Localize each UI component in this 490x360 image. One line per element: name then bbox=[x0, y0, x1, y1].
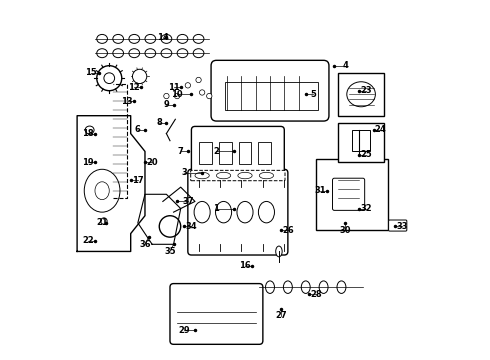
Text: 25: 25 bbox=[361, 150, 372, 159]
Ellipse shape bbox=[259, 172, 273, 179]
Bar bbox=[199, 143, 212, 164]
Ellipse shape bbox=[217, 172, 231, 179]
Bar bbox=[225, 82, 318, 111]
Ellipse shape bbox=[95, 182, 109, 200]
Ellipse shape bbox=[193, 49, 204, 58]
Text: 36: 36 bbox=[139, 240, 151, 249]
Text: 4: 4 bbox=[342, 61, 348, 70]
Text: 33: 33 bbox=[396, 222, 408, 231]
Bar bbox=[338, 73, 384, 116]
Ellipse shape bbox=[199, 90, 205, 95]
Text: 17: 17 bbox=[132, 176, 144, 185]
Text: 29: 29 bbox=[178, 325, 190, 334]
Text: 20: 20 bbox=[147, 158, 158, 167]
Ellipse shape bbox=[195, 172, 209, 179]
Ellipse shape bbox=[216, 202, 232, 223]
Text: 10: 10 bbox=[172, 90, 183, 99]
Ellipse shape bbox=[159, 216, 181, 237]
Ellipse shape bbox=[104, 73, 115, 84]
Text: 35: 35 bbox=[164, 247, 176, 256]
Ellipse shape bbox=[161, 35, 172, 43]
Text: 16: 16 bbox=[239, 261, 251, 270]
Ellipse shape bbox=[174, 93, 180, 99]
Ellipse shape bbox=[196, 77, 201, 83]
Ellipse shape bbox=[113, 35, 123, 43]
Ellipse shape bbox=[145, 49, 156, 58]
FancyBboxPatch shape bbox=[170, 284, 263, 344]
Text: 22: 22 bbox=[82, 236, 94, 245]
FancyBboxPatch shape bbox=[192, 126, 284, 176]
Ellipse shape bbox=[100, 218, 107, 224]
Ellipse shape bbox=[237, 202, 253, 223]
Ellipse shape bbox=[129, 49, 140, 58]
Text: 26: 26 bbox=[282, 225, 294, 234]
Ellipse shape bbox=[145, 35, 156, 43]
Ellipse shape bbox=[266, 281, 274, 293]
Bar bbox=[258, 143, 271, 164]
Text: 13: 13 bbox=[122, 97, 133, 106]
Text: 30: 30 bbox=[339, 225, 351, 234]
Text: 28: 28 bbox=[311, 290, 322, 299]
Text: 27: 27 bbox=[275, 311, 287, 320]
Text: 7: 7 bbox=[178, 147, 184, 156]
Ellipse shape bbox=[207, 93, 212, 99]
Text: 14: 14 bbox=[157, 33, 169, 42]
Ellipse shape bbox=[185, 83, 191, 88]
Text: 3: 3 bbox=[181, 168, 187, 177]
Ellipse shape bbox=[129, 35, 140, 43]
FancyBboxPatch shape bbox=[191, 170, 285, 181]
Bar bbox=[239, 143, 251, 164]
Ellipse shape bbox=[193, 35, 204, 43]
Ellipse shape bbox=[283, 281, 293, 293]
Ellipse shape bbox=[276, 246, 282, 257]
Text: 21: 21 bbox=[96, 219, 108, 228]
Ellipse shape bbox=[161, 49, 172, 58]
Text: 1: 1 bbox=[214, 204, 220, 213]
Text: 34: 34 bbox=[186, 222, 197, 231]
Ellipse shape bbox=[177, 35, 188, 43]
Ellipse shape bbox=[258, 202, 274, 223]
Ellipse shape bbox=[84, 169, 120, 212]
Ellipse shape bbox=[97, 66, 122, 91]
Text: 23: 23 bbox=[361, 86, 372, 95]
Ellipse shape bbox=[347, 82, 375, 107]
Bar bbox=[338, 123, 384, 162]
Bar bbox=[219, 143, 232, 164]
FancyBboxPatch shape bbox=[211, 60, 329, 121]
Ellipse shape bbox=[319, 281, 328, 293]
Text: 24: 24 bbox=[375, 126, 387, 135]
Ellipse shape bbox=[301, 281, 310, 293]
Text: 11: 11 bbox=[168, 83, 179, 92]
Text: 19: 19 bbox=[82, 158, 94, 167]
Text: 9: 9 bbox=[164, 100, 169, 109]
Bar bbox=[317, 158, 388, 230]
Ellipse shape bbox=[85, 126, 94, 134]
Ellipse shape bbox=[97, 49, 107, 58]
Ellipse shape bbox=[238, 172, 252, 179]
Ellipse shape bbox=[113, 49, 123, 58]
Text: 5: 5 bbox=[310, 90, 316, 99]
FancyBboxPatch shape bbox=[333, 178, 365, 210]
Text: 8: 8 bbox=[156, 118, 162, 127]
Text: 2: 2 bbox=[214, 147, 220, 156]
Text: 37: 37 bbox=[182, 197, 194, 206]
Ellipse shape bbox=[337, 281, 346, 293]
FancyBboxPatch shape bbox=[389, 220, 407, 231]
Text: 15: 15 bbox=[86, 68, 98, 77]
FancyBboxPatch shape bbox=[188, 169, 288, 255]
Ellipse shape bbox=[177, 49, 188, 58]
Text: 18: 18 bbox=[82, 129, 94, 138]
Text: 12: 12 bbox=[128, 83, 140, 92]
Bar bbox=[352, 130, 370, 152]
Ellipse shape bbox=[164, 93, 169, 99]
Text: 32: 32 bbox=[361, 204, 372, 213]
Text: 31: 31 bbox=[314, 186, 326, 195]
Ellipse shape bbox=[132, 69, 147, 84]
Ellipse shape bbox=[97, 35, 107, 43]
Text: 6: 6 bbox=[135, 126, 141, 135]
Ellipse shape bbox=[194, 202, 210, 223]
